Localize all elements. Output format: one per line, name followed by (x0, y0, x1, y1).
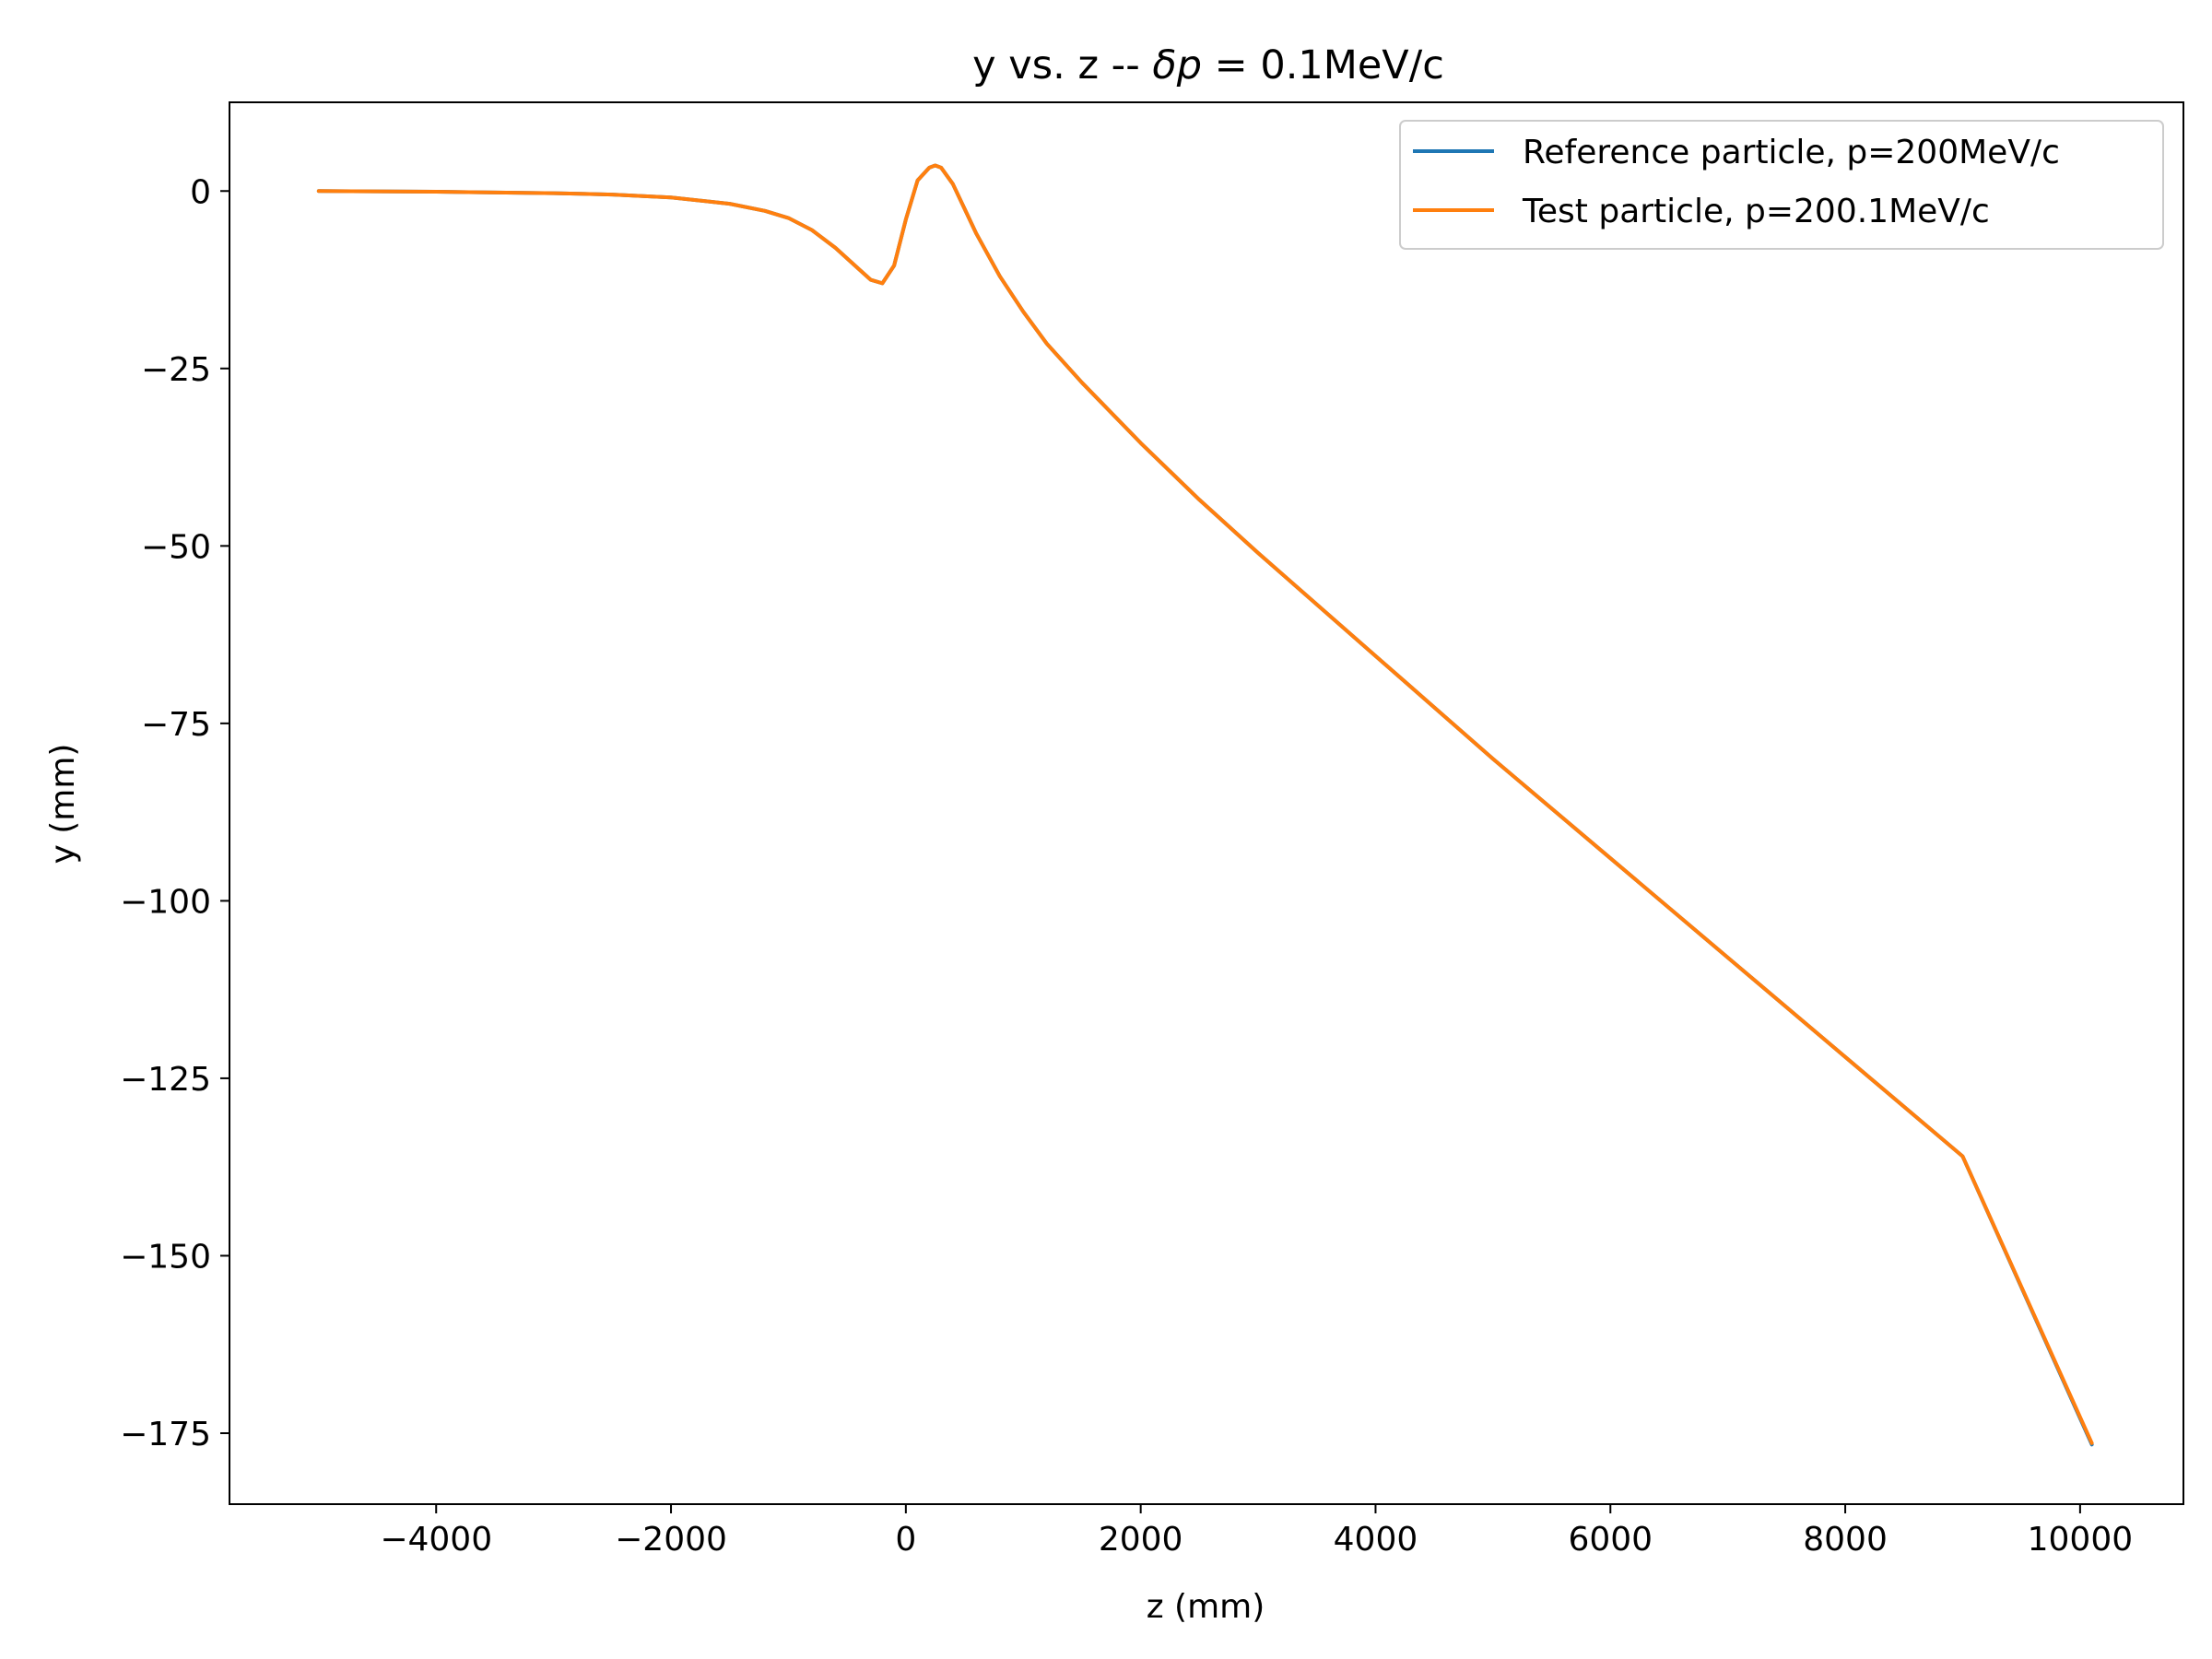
legend-label-reference: Reference particle, p=200MeV/c (1523, 134, 2060, 171)
x-tick-label: 2000 (1099, 1521, 1183, 1559)
chart-title-main: y vs. z -- (972, 42, 1152, 88)
legend-label-test: Test particle, p=200.1MeV/c (1522, 193, 1990, 230)
plot-area (229, 101, 2184, 1505)
chart-title-delta: δ (1152, 42, 1176, 88)
x-tick-label: −2000 (615, 1521, 727, 1559)
y-axis: 0 −25 −50 −75 −100 −125 −150 −175 (120, 173, 229, 1453)
legend-box (1399, 120, 2164, 250)
legend: Reference particle, p=200MeV/c Test part… (1399, 120, 2164, 250)
x-tick-label: 6000 (1568, 1521, 1653, 1559)
x-tick-label: 0 (895, 1521, 916, 1559)
chart-title-rest: = 0.1MeV/c (1202, 42, 1444, 88)
x-tick-label: 8000 (1803, 1521, 1888, 1559)
x-tick-label: 10000 (2028, 1521, 2134, 1559)
x-tick-label: −4000 (380, 1521, 492, 1559)
chart-title-p: p (1176, 42, 1202, 88)
y-tick-label: 0 (190, 173, 211, 211)
y-tick-label: −75 (141, 706, 211, 744)
y-tick-label: −125 (120, 1061, 211, 1099)
series-layer (316, 163, 2094, 1447)
x-axis-label: z (mm) (1147, 1588, 1265, 1626)
plot-frame (229, 101, 2184, 1505)
series-line-1 (316, 163, 2094, 1445)
x-axis: −4000 −2000 0 2000 4000 6000 8000 10000 (380, 1504, 2133, 1559)
y-tick-label: −100 (120, 883, 211, 921)
y-axis-label: y (mm) (44, 744, 82, 865)
y-tick-label: −150 (120, 1238, 211, 1276)
y-tick-label: −25 (141, 351, 211, 389)
y-tick-label: −50 (141, 528, 211, 566)
y-tick-label: −175 (120, 1416, 211, 1453)
chart-title: y vs. z -- δp = 0.1MeV/c (972, 42, 1444, 88)
x-tick-label: 4000 (1334, 1521, 1418, 1559)
